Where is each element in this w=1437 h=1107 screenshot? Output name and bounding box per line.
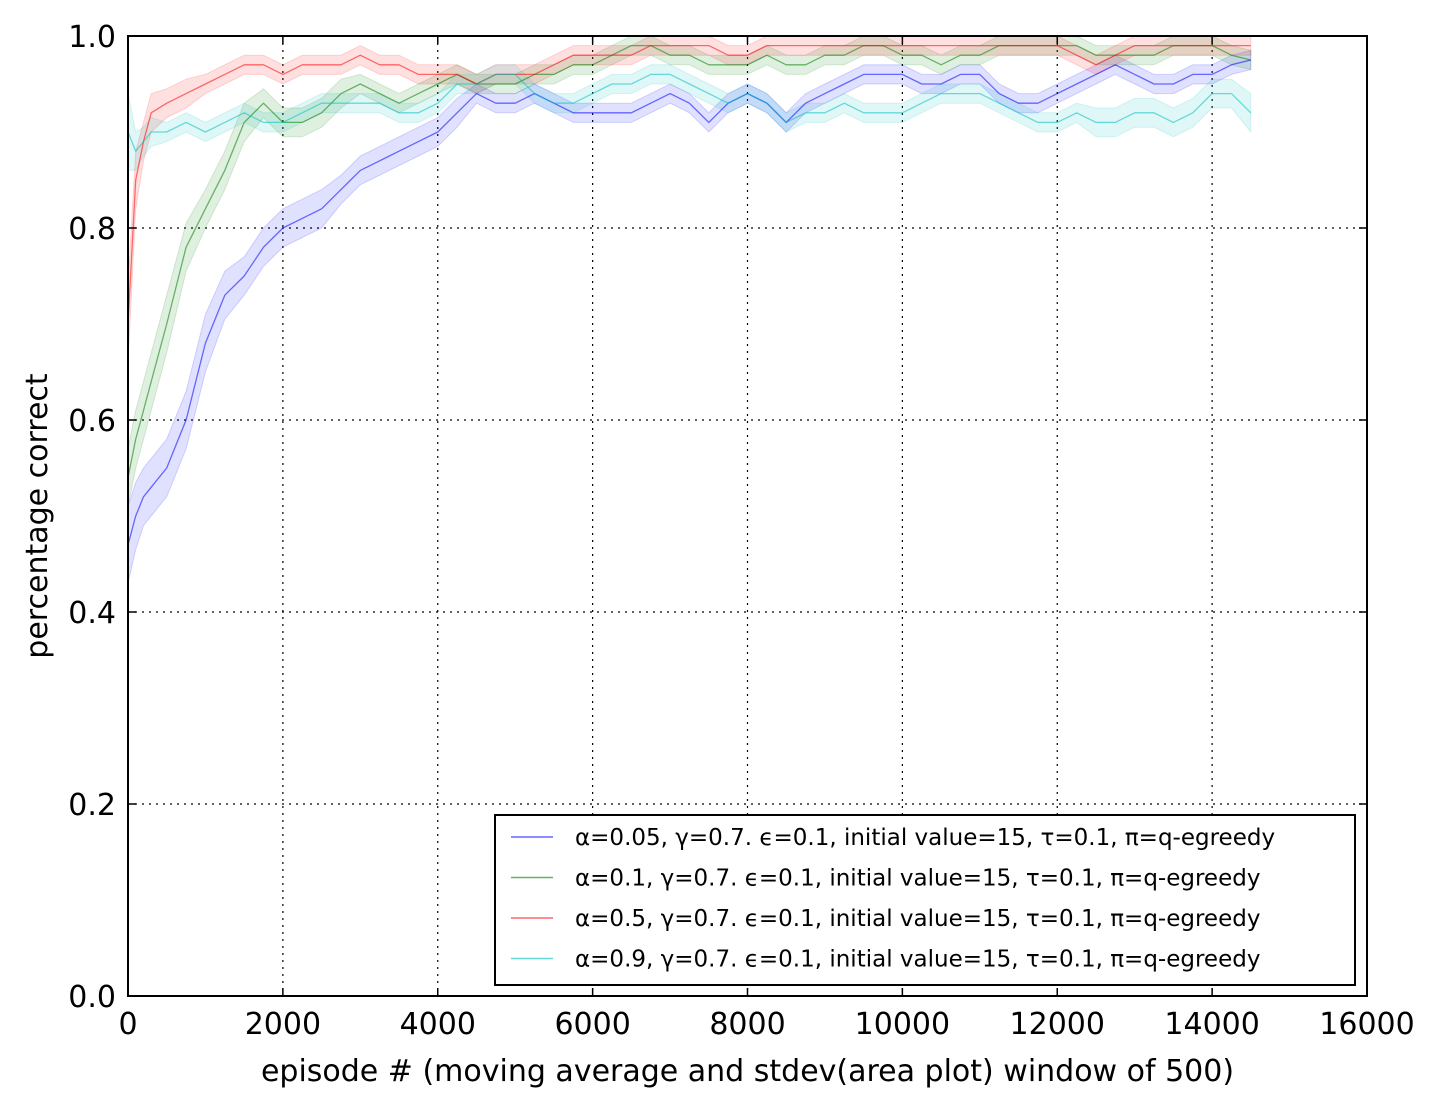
axis-ticks [127, 35, 1368, 997]
legend-label: α=0.1, γ=0.7. ϵ=0.1, initial value=15, τ… [575, 866, 1260, 892]
x-tick-labels: 0 2000 4000 6000 8000 10000 12000 14000 16000 [118, 1007, 1414, 1042]
x-tick-label: 10000 [855, 1007, 950, 1042]
legend: α=0.05, γ=0.7. ϵ=0.1, initial value=15, … [494, 814, 1356, 986]
stdev-band-series-4 [127, 64, 1252, 171]
y-tick-label: 0.4 [68, 596, 116, 631]
x-tick-label: 6000 [554, 1007, 630, 1042]
x-tick-label: 0 [118, 1007, 137, 1042]
series-line-3 [127, 44, 1251, 325]
series-line-4 [127, 73, 1252, 152]
stdev-bands [127, 35, 1252, 584]
x-tick-label: 2000 [245, 1007, 321, 1042]
series-lines [127, 44, 1252, 545]
legend-label: α=0.5, γ=0.7. ϵ=0.1, initial value=15, τ… [575, 906, 1260, 932]
x-tick-label: 4000 [400, 1007, 476, 1042]
legend-label: α=0.9, γ=0.7. ϵ=0.1, initial value=15, τ… [575, 947, 1260, 973]
x-axis-title: episode # (moving average and stdev(area… [261, 1054, 1234, 1089]
stdev-band-series-2 [127, 35, 1252, 507]
x-tick-label: 12000 [1010, 1007, 1105, 1042]
y-tick-label: 0.0 [68, 980, 116, 1015]
stdev-band-series-1 [127, 49, 1252, 584]
y-tick-labels: 0.0 0.2 0.4 0.6 0.8 1.0 [68, 20, 116, 1015]
y-tick-label: 0.6 [68, 404, 116, 439]
x-tick-label: 14000 [1164, 1007, 1259, 1042]
y-axis-title: percentage correct [20, 373, 55, 659]
y-tick-label: 0.2 [68, 788, 116, 823]
y-tick-label: 0.8 [68, 212, 116, 247]
series-line-1 [127, 59, 1251, 545]
legend-box [494, 814, 1356, 986]
x-tick-label: 16000 [1319, 1007, 1414, 1042]
y-tick-label: 1.0 [68, 20, 116, 55]
stdev-band-series-3 [127, 35, 1252, 363]
x-tick-label: 8000 [709, 1007, 785, 1042]
legend-label: α=0.05, γ=0.7. ϵ=0.1, initial value=15, … [575, 825, 1275, 851]
